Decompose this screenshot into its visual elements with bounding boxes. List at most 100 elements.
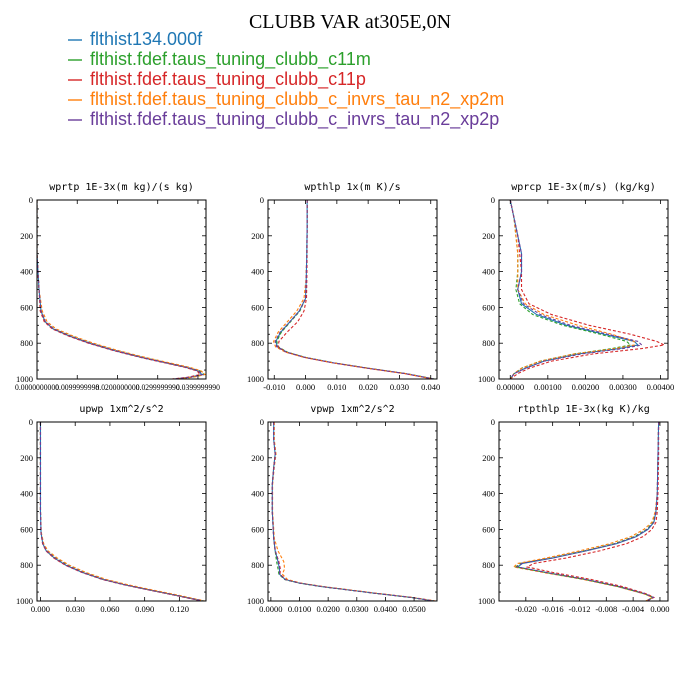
series-line bbox=[37, 200, 206, 379]
panel: wprtp 1E-3x(m kg)/(s kg) 0 200 400 600 800 100… bbox=[15, 182, 220, 392]
x-tick-label: -0.010 bbox=[263, 382, 285, 392]
series-line bbox=[39, 422, 204, 601]
x-tick-label: 0.00300 bbox=[609, 382, 637, 392]
series-line bbox=[271, 422, 435, 601]
x-tick-label: 0.00100 bbox=[534, 382, 562, 392]
series-line bbox=[39, 422, 204, 601]
x-tick-label: 0.030 bbox=[390, 382, 409, 392]
y-tick-label: 1000 bbox=[16, 596, 33, 606]
x-tick-label: 0.030 bbox=[66, 604, 85, 614]
series-line bbox=[39, 422, 202, 601]
series-line bbox=[509, 200, 635, 379]
x-tick-label: 0.0000 bbox=[259, 604, 282, 614]
y-tick-label: 200 bbox=[251, 453, 264, 463]
x-tick-label: 0.010 bbox=[327, 382, 346, 392]
series-line bbox=[512, 422, 660, 601]
x-tick-label: 0.0500 bbox=[402, 604, 425, 614]
series-line bbox=[515, 422, 660, 601]
series-line bbox=[273, 200, 434, 379]
x-tick-label: 0.0200 bbox=[316, 604, 339, 614]
series-group bbox=[39, 422, 205, 601]
y-tick-label: 1000 bbox=[247, 596, 264, 606]
legend-label: flthist.fdef.taus_tuning_clubb_c_invrs_t… bbox=[90, 109, 499, 130]
legend-label: flthist.fdef.taus_tuning_clubb_c11p bbox=[90, 69, 366, 90]
series-group bbox=[271, 422, 436, 601]
x-tick-label: -0.020 bbox=[515, 604, 537, 614]
series-line bbox=[509, 200, 640, 379]
series-line bbox=[271, 422, 434, 601]
panel-title: upwp 1xm^2/s^2 bbox=[79, 404, 163, 415]
series-line bbox=[272, 422, 436, 601]
y-tick-label: 200 bbox=[482, 453, 495, 463]
x-tick-label: 0.000 bbox=[650, 604, 669, 614]
x-tick-label: 0.020 bbox=[359, 382, 378, 392]
y-tick-label: 600 bbox=[251, 524, 264, 534]
x-tick-label: 0.060 bbox=[100, 604, 119, 614]
y-tick-label: 400 bbox=[251, 489, 264, 499]
x-tick-label: 0.0299999990 bbox=[136, 382, 180, 392]
y-tick-label: 600 bbox=[20, 524, 33, 534]
panel-title: wprcp 1E-3x(m/s) (kg/kg) bbox=[511, 182, 656, 193]
y-tick-label: 200 bbox=[20, 453, 33, 463]
y-tick-label: 1000 bbox=[16, 374, 33, 384]
x-tick-label: -0.004 bbox=[622, 604, 645, 614]
legend-label: flthist.fdef.taus_tuning_clubb_c_invrs_t… bbox=[90, 89, 504, 110]
x-tick-label: 0.00000 bbox=[496, 382, 524, 392]
x-tick-label: 0.00200 bbox=[572, 382, 600, 392]
series-group bbox=[273, 200, 435, 379]
x-tick-label: -0.012 bbox=[568, 604, 590, 614]
y-tick-label: 800 bbox=[482, 338, 495, 348]
x-tick-label: 0.0000000000 bbox=[15, 382, 59, 392]
series-line bbox=[516, 422, 660, 601]
y-tick-label: 0 bbox=[260, 195, 264, 205]
panel-title: vpwp 1xm^2/s^2 bbox=[310, 404, 394, 415]
x-tick-label: 0.0400 bbox=[374, 604, 397, 614]
y-tick-label: 800 bbox=[20, 338, 33, 348]
plot-frame bbox=[267, 421, 438, 602]
x-tick-label: 0.000 bbox=[31, 604, 50, 614]
y-tick-label: 1000 bbox=[478, 596, 495, 606]
y-tick-label: 800 bbox=[251, 560, 264, 570]
panel-title: wpthlp 1x(m K)/s bbox=[304, 182, 400, 193]
x-tick-label: 0.0300 bbox=[345, 604, 368, 614]
series-line bbox=[39, 422, 203, 601]
series-line bbox=[509, 200, 643, 379]
x-tick-label: 0.0099999998 bbox=[55, 382, 99, 392]
y-tick-label: 800 bbox=[482, 560, 495, 570]
x-tick-label: 0.000 bbox=[296, 382, 315, 392]
plot-frame bbox=[498, 421, 669, 602]
x-tick-label: 0.120 bbox=[170, 604, 189, 614]
y-tick-label: 0 bbox=[491, 195, 495, 205]
y-tick-label: 600 bbox=[482, 302, 495, 312]
x-tick-label: 0.040 bbox=[421, 382, 440, 392]
x-tick-label: 0.00400 bbox=[647, 382, 675, 392]
x-tick-label: -0.016 bbox=[542, 604, 564, 614]
y-tick-label: 1000 bbox=[478, 374, 495, 384]
x-tick-label: -0.008 bbox=[595, 604, 617, 614]
y-tick-label: 600 bbox=[20, 302, 33, 312]
legend: flthist134.000f flthist.fdef.taus_tuning_… bbox=[68, 29, 504, 130]
y-tick-label: 600 bbox=[482, 524, 495, 534]
figure-title: CLUBB VAR at305E,0N bbox=[249, 11, 451, 33]
series-line bbox=[275, 200, 434, 379]
x-tick-label: 0.0399999990 bbox=[176, 382, 220, 392]
series-group bbox=[512, 422, 660, 601]
y-tick-label: 800 bbox=[251, 338, 264, 348]
series-line bbox=[509, 200, 667, 379]
series-line bbox=[525, 422, 660, 601]
series-line bbox=[271, 422, 435, 601]
y-tick-label: 800 bbox=[20, 560, 33, 570]
y-tick-label: 600 bbox=[251, 302, 264, 312]
y-tick-label: 400 bbox=[482, 489, 495, 499]
panel: wprcp 1E-3x(m/s) (kg/kg) 0 200 400 600 800 100… bbox=[478, 182, 674, 392]
series-line bbox=[277, 200, 434, 379]
x-tick-label: 0.090 bbox=[135, 604, 154, 614]
series-group bbox=[509, 200, 667, 379]
series-line bbox=[514, 422, 660, 601]
plot-frame bbox=[36, 421, 207, 602]
plot-frame bbox=[267, 199, 438, 380]
legend-label: flthist134.000f bbox=[90, 29, 203, 49]
y-tick-label: 200 bbox=[251, 231, 264, 241]
